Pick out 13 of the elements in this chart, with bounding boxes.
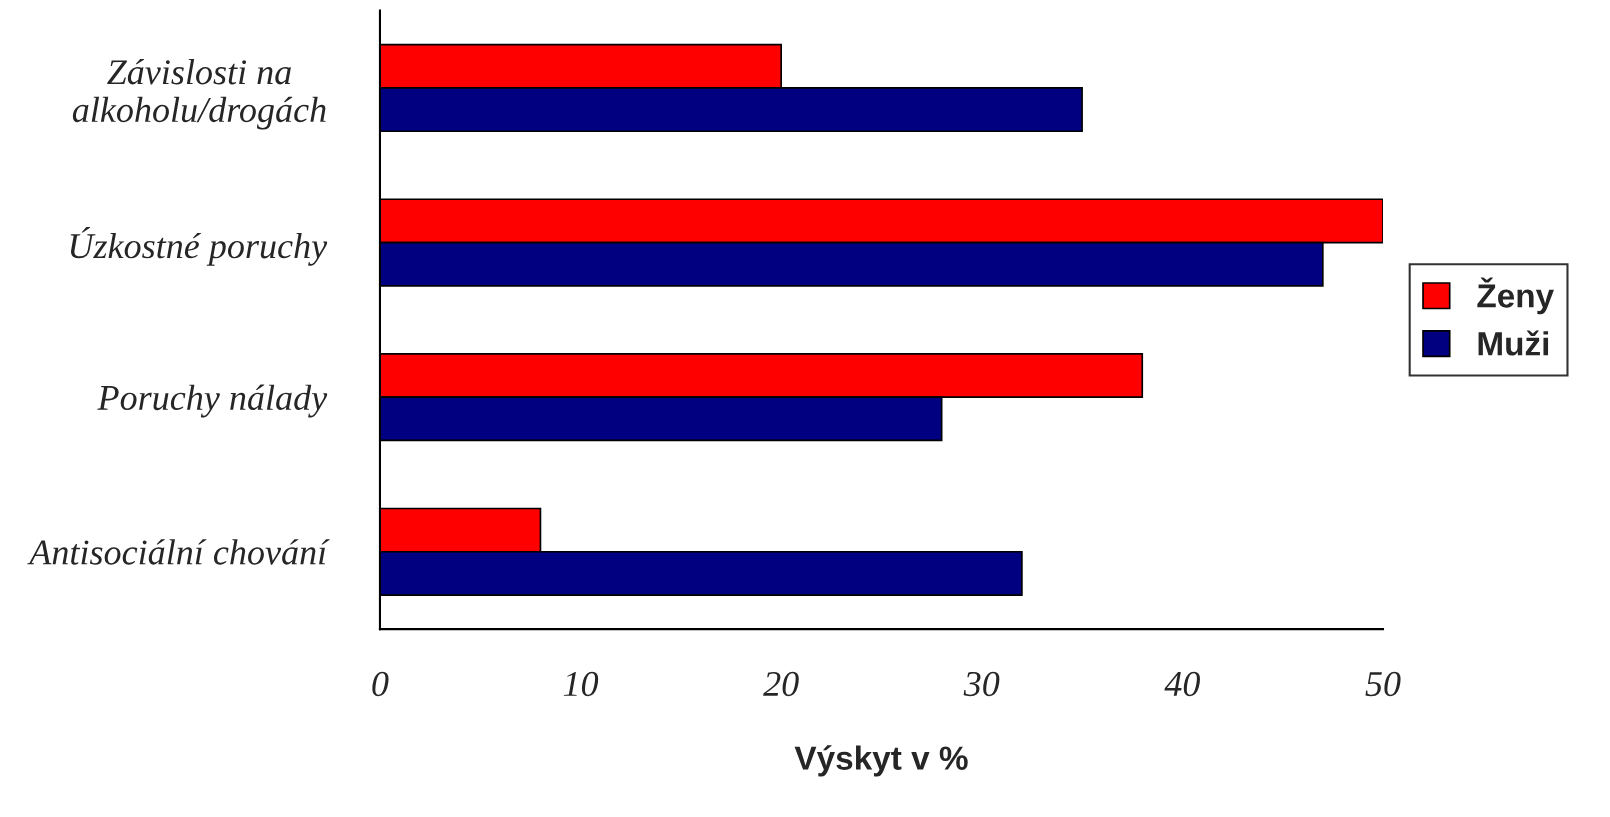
y-tick-label: Poruchy nálady xyxy=(97,384,328,418)
y-tick-label: Závislosti na alkoholu/drogách xyxy=(72,58,326,130)
x-tick-label: 20 xyxy=(763,671,799,697)
y-tick-label: Úzkostné poruchy xyxy=(70,227,328,266)
legend-label: Ženy xyxy=(1477,277,1554,315)
x-tick-label: 30 xyxy=(963,671,1000,697)
x-axis-title: Výskyt v % xyxy=(794,745,968,777)
x-tick-label: 10 xyxy=(563,671,599,697)
x-tick-label: 0 xyxy=(372,671,389,697)
x-tick-label: 50 xyxy=(1365,671,1401,697)
legend-label: Muži xyxy=(1478,330,1549,356)
x-tick-label: 40 xyxy=(1164,671,1200,697)
y-tick-label: Antisociální chování xyxy=(27,539,330,565)
